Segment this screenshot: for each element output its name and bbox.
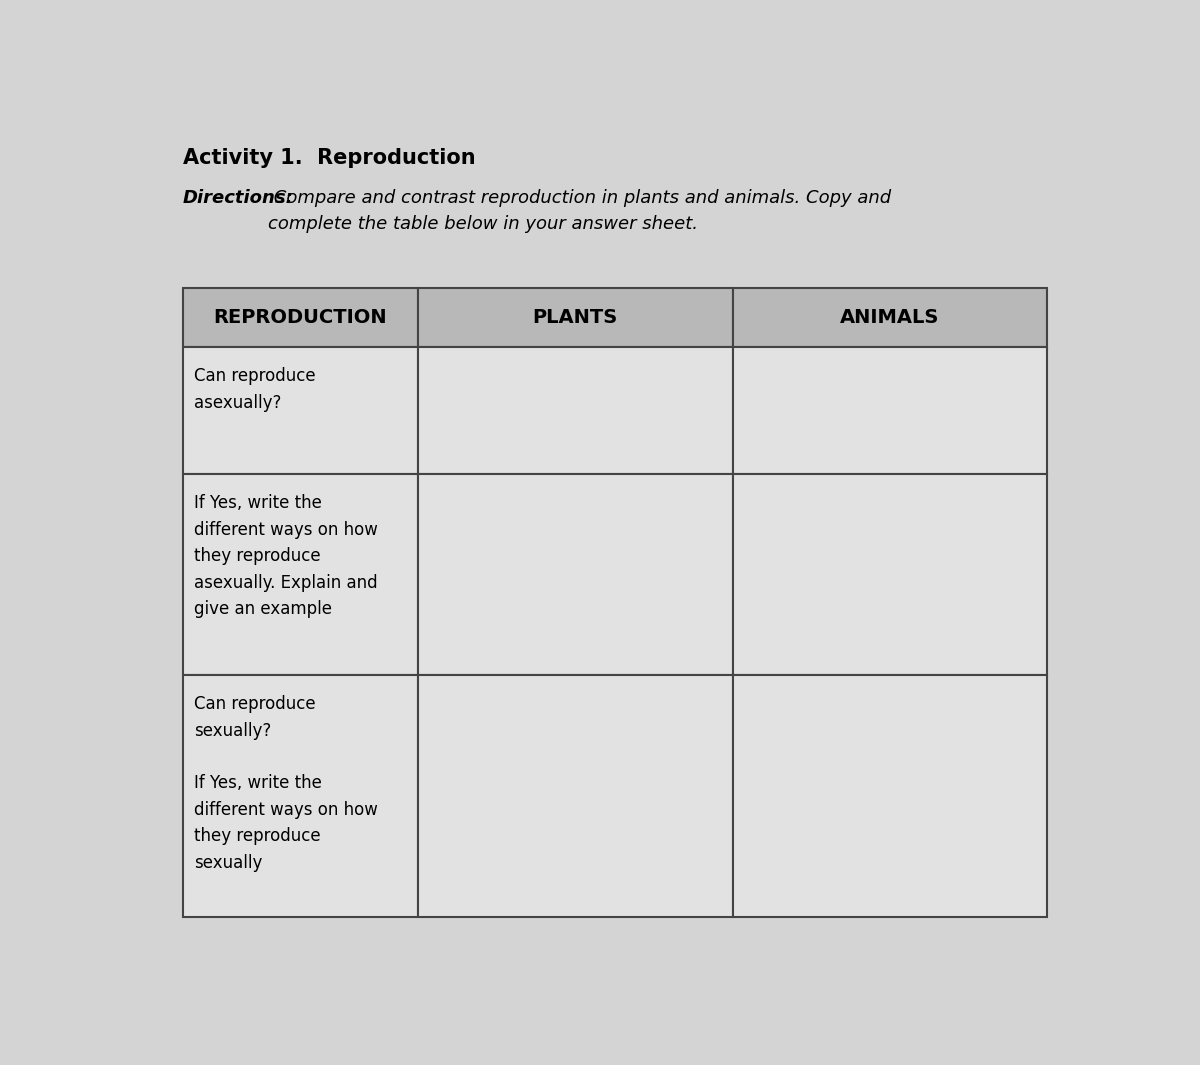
Bar xyxy=(418,288,733,347)
Bar xyxy=(733,474,1048,675)
Bar xyxy=(182,675,418,917)
Bar xyxy=(733,288,1048,347)
Bar xyxy=(418,347,733,474)
Text: Compare and contrast reproduction in plants and animals. Copy and
complete the t: Compare and contrast reproduction in pla… xyxy=(268,190,892,233)
Bar xyxy=(418,474,733,675)
Text: Activity 1.  Reproduction: Activity 1. Reproduction xyxy=(182,148,475,168)
Text: Can reproduce
sexually?

If Yes, write the
different ways on how
they reproduce
: Can reproduce sexually? If Yes, write th… xyxy=(193,695,378,871)
Text: ANIMALS: ANIMALS xyxy=(840,308,940,327)
Bar xyxy=(418,675,733,917)
Bar xyxy=(733,675,1048,917)
Text: Can reproduce
asexually?: Can reproduce asexually? xyxy=(193,367,316,412)
Bar xyxy=(182,474,418,675)
Text: REPRODUCTION: REPRODUCTION xyxy=(214,308,386,327)
Text: If Yes, write the
different ways on how
they reproduce
asexually. Explain and
gi: If Yes, write the different ways on how … xyxy=(193,494,378,618)
Bar xyxy=(733,347,1048,474)
Text: PLANTS: PLANTS xyxy=(533,308,618,327)
Bar xyxy=(182,288,418,347)
Text: Directions:: Directions: xyxy=(182,190,294,208)
Bar xyxy=(182,347,418,474)
